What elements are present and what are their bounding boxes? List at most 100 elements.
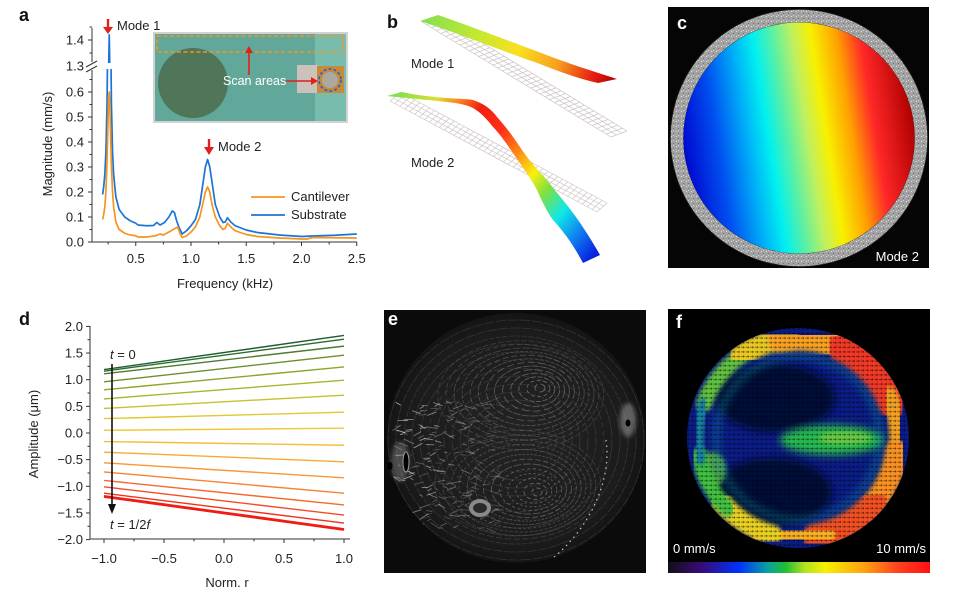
mesh-line [557, 181, 568, 192]
vortex-streak [450, 439, 592, 533]
chamber-features [387, 403, 636, 517]
axes-d: 2.0 1.5 1.0 0.5 0.0 −0.5 −1.0 −1.5 −2.0 −1.0 −0.5 0… [57, 319, 353, 566]
particle-streak [407, 470, 415, 475]
particle-streak [469, 493, 473, 496]
series-line-t-step-14 [103, 486, 345, 516]
y-tick-label: 0.5 [66, 110, 84, 125]
mesh-line [562, 184, 573, 194]
particle-streak [432, 498, 438, 503]
vortex-streak [453, 347, 595, 441]
series-line-t-step-9 [103, 440, 345, 446]
particle-streak [446, 486, 457, 491]
particle-streak [426, 509, 433, 513]
x-tick-label: 2.5 [348, 251, 366, 266]
mesh-line [439, 118, 450, 128]
vortex-streak [510, 372, 561, 407]
y-tick-label: 2.0 [65, 319, 83, 334]
particle-streak [417, 434, 425, 439]
vortex-streak [485, 361, 575, 422]
mesh-line [606, 127, 623, 135]
axis-break-icon [85, 60, 98, 73]
series-d [103, 334, 345, 531]
mesh-line [582, 113, 599, 121]
particle-streak [431, 431, 437, 434]
inset-scan-areas-label: Scan areas [223, 74, 286, 88]
y-axis-label-d: Amplitude (μm) [26, 390, 41, 478]
x-tick-label: 0.5 [127, 251, 145, 266]
particle-streak [444, 516, 451, 520]
particle-streak [439, 458, 446, 462]
mesh-line [443, 120, 455, 131]
particle-streak [491, 449, 495, 451]
mode2-undeformed-mesh [389, 91, 608, 213]
series-line-t-step-8 [103, 427, 345, 432]
streak-ring [435, 367, 597, 513]
inset-transducer-disk [158, 48, 228, 118]
particle-streak [491, 474, 501, 481]
particle-streak [469, 440, 475, 444]
particle-streak [489, 419, 498, 423]
particle-streak [481, 402, 489, 407]
particle-streak [419, 494, 423, 497]
particle-streak [429, 468, 433, 472]
particle-streak [403, 438, 415, 445]
particle-streak [474, 403, 482, 407]
particle-streak [449, 514, 460, 518]
mesh-line [572, 189, 583, 200]
particle-streak [481, 400, 492, 405]
quiver-overlay [687, 328, 909, 548]
x-axis-label-d: Norm. r [205, 575, 249, 590]
particle-streak [428, 503, 436, 505]
mesh-line [468, 134, 480, 144]
mesh-line [409, 102, 420, 112]
particle-streak [434, 407, 441, 412]
mesh-line [596, 202, 608, 213]
particle-streak [490, 508, 499, 514]
particle-streak [482, 483, 491, 486]
y-tick-label: 1.5 [65, 346, 83, 361]
particle-streak [418, 414, 427, 416]
particle-streak [422, 515, 431, 520]
mesh-line [488, 144, 499, 155]
particle-streak [434, 440, 442, 444]
particle-streak [438, 496, 445, 500]
x-tick-label: −1.0 [91, 551, 117, 566]
particle-streak [419, 513, 429, 520]
mode2-label-b: Mode 2 [411, 155, 454, 170]
particle-streak [496, 519, 500, 522]
mode1-label-b: Mode 1 [411, 56, 454, 71]
particle-streak [470, 420, 481, 423]
particle-streak [439, 522, 448, 527]
particle-streak [424, 458, 431, 461]
particle-streak [470, 474, 478, 480]
vortex-streak [442, 434, 597, 537]
particle-streak [446, 480, 457, 487]
inset-chamber [322, 72, 338, 88]
particle-streak [430, 452, 436, 456]
mesh-line [601, 124, 618, 132]
mesh-line [535, 84, 552, 92]
mesh-line [552, 178, 563, 189]
particle-streak [419, 437, 426, 441]
particle-streak [433, 448, 442, 451]
colorbar-max-label: 10 mm/s [876, 541, 926, 556]
edge-hole-right [625, 419, 631, 427]
series-line-t-step-5 [103, 379, 345, 400]
particle-streak [479, 514, 490, 521]
mesh-line [544, 90, 561, 98]
mesh-line [469, 44, 486, 52]
edge-hole-left [402, 451, 410, 473]
particle-streak [496, 469, 501, 473]
y-tick-label: 0.4 [66, 135, 84, 150]
particle-streak [460, 469, 471, 474]
particle-streak [470, 405, 478, 410]
y-tick-label: 0.1 [66, 210, 84, 225]
particle-streak [448, 410, 456, 413]
y-tick-label: −0.5 [57, 452, 83, 467]
streak-ring [451, 383, 581, 497]
particle-streak [450, 510, 459, 515]
panel-label-f: f [676, 312, 683, 332]
vortex-streak [434, 429, 602, 540]
vortex-streak [477, 358, 580, 427]
particle-streak [493, 425, 498, 428]
